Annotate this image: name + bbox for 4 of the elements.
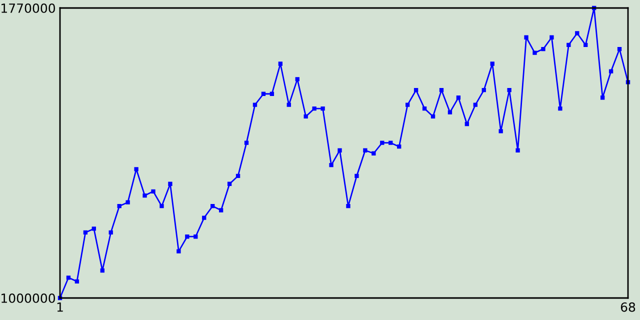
y-tick-label: 1000000 — [2, 293, 55, 303]
y-tick-label: 1770000 — [2, 3, 55, 13]
x-tick-label: 1 — [57, 302, 63, 312]
x-tick-label: 68 — [620, 302, 636, 312]
